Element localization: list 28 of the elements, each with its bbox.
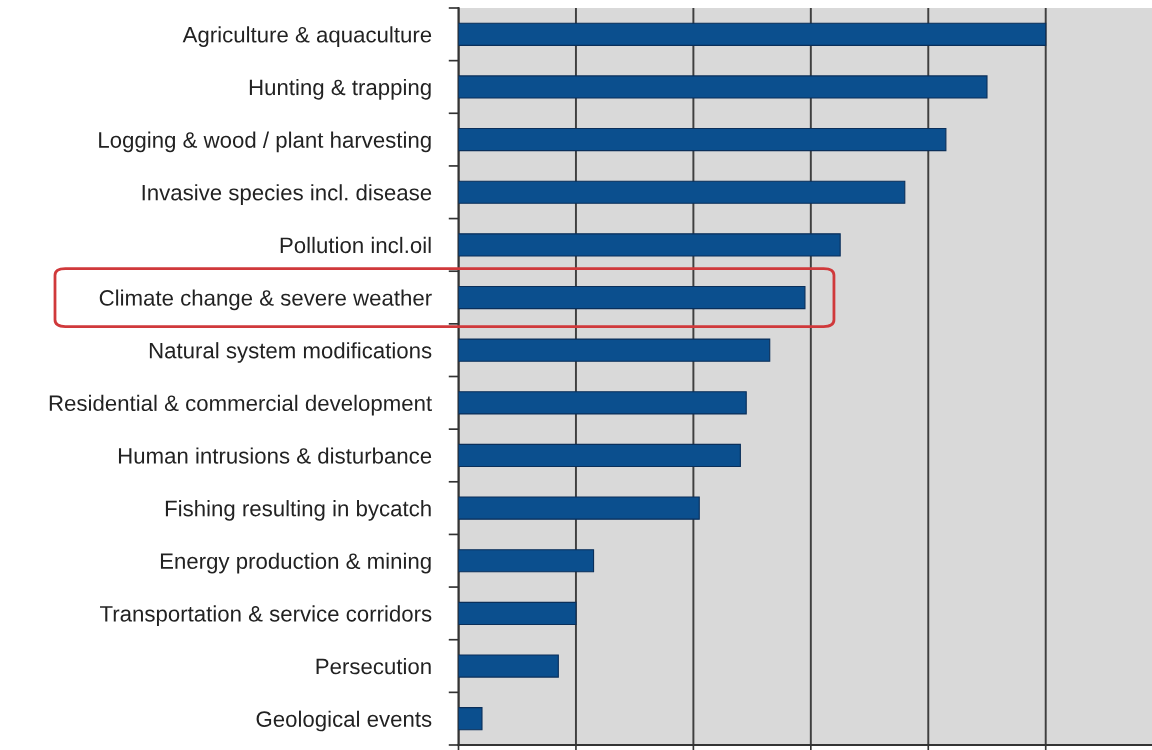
y-tick-label: Persecution <box>316 657 431 675</box>
bar <box>458 654 559 678</box>
bar <box>458 233 841 257</box>
bar <box>458 22 1047 46</box>
bar <box>458 443 741 468</box>
bar <box>458 75 988 99</box>
bar <box>458 496 700 520</box>
bar <box>458 285 806 310</box>
bar <box>458 549 595 573</box>
bar <box>458 180 906 204</box>
bar <box>458 127 947 152</box>
y-tick-label: Fishing resulting in bycatch <box>165 500 431 521</box>
bar <box>458 338 771 362</box>
y-tick-label: Geological events <box>256 710 432 732</box>
y-tick-label: Invasive species incl. disease <box>142 184 432 205</box>
y-tick-label: Hunting & trapping <box>249 78 431 100</box>
y-tick-label: Climate change & severe weather <box>99 289 432 311</box>
bar <box>458 707 483 731</box>
y-tick-label: Agriculture & aquaculture <box>182 26 432 47</box>
y-tick-label: Transportation & service corridors <box>100 605 432 627</box>
y-tick-label: Natural system modifications <box>149 342 432 363</box>
y-tick-label: Residential & commercial development <box>49 394 432 416</box>
y-tick-label: Logging & wood / plant harvesting <box>99 131 431 153</box>
y-tick-label: Energy production & mining <box>160 552 431 574</box>
bar <box>458 391 747 415</box>
y-tick-label: Human intrusions & disturbance <box>118 447 432 464</box>
y-tick-label: Pollution incl.oil <box>280 236 431 254</box>
bar <box>458 601 577 626</box>
